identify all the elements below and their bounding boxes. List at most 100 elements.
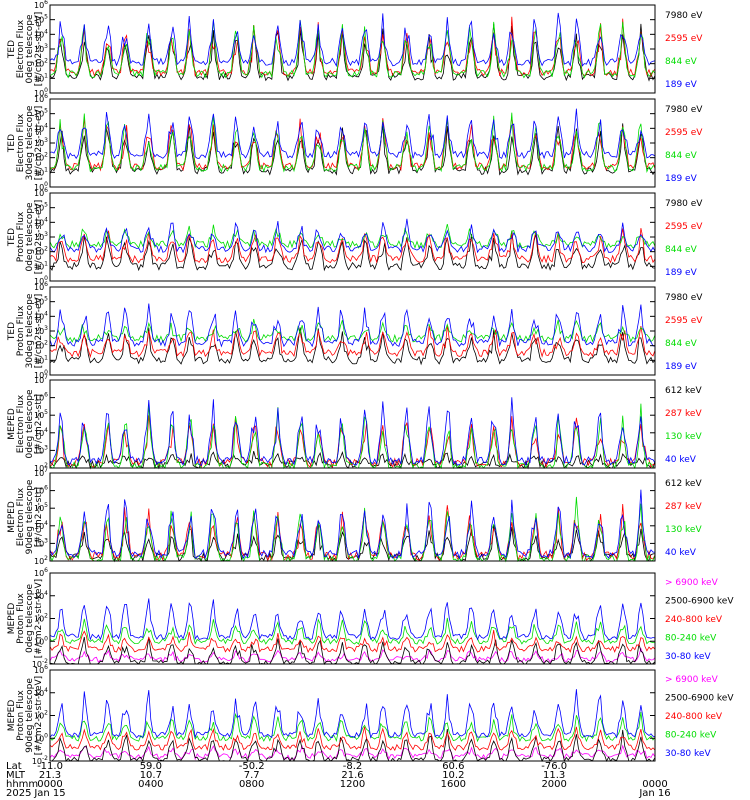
y-tick-label: 103	[34, 43, 48, 54]
y-axis-label-line: 90deg telescope	[25, 678, 35, 753]
y-tick-label: 106	[34, 485, 48, 496]
y-tick-label: 102	[34, 152, 48, 163]
legend-entry: 2595 eV	[665, 34, 703, 44]
x-tick-label: 0400	[138, 779, 163, 790]
y-tick-label: 103	[34, 325, 48, 336]
series-line-8-2	[50, 729, 656, 763]
legend-entry: 30-80 keV	[665, 652, 711, 662]
y-tick-label: 10-2	[32, 658, 48, 669]
legend-entry: 2595 eV	[665, 316, 703, 326]
y-tick-label: 107	[34, 374, 48, 385]
legend-entry: 40 keV	[665, 455, 697, 465]
legend-entry: 189 eV	[665, 362, 698, 372]
series-line-1-4	[49, 12, 656, 68]
y-tick-label: 104	[34, 687, 48, 698]
y-tick-label: 106	[34, 281, 48, 292]
legend-entry: 30-80 keV	[665, 749, 711, 759]
legend-entry: 2595 eV	[665, 222, 703, 232]
series-line-2-3	[49, 112, 656, 173]
panel-5: 102 103 104 105 106 107 MEPED Electron Flux 0deg…	[7, 374, 702, 473]
y-tick-label: 106	[34, 664, 48, 675]
x-tick-label: 0000	[37, 779, 62, 790]
y-tick-label: 103	[34, 444, 48, 455]
y-tick-label: 106	[34, 93, 48, 104]
y-axis-label-line: [#/cm2-s-str-eV]	[34, 106, 44, 181]
legend-entry: 130 keV	[665, 525, 702, 535]
y-tick-label: 105	[34, 14, 48, 25]
panel-4: 100 101 102 103 104 105 106 TED Proton Flux 30deg…	[7, 281, 703, 380]
legend-entry: 7980 eV	[665, 293, 703, 303]
x-tick-label: 1200	[340, 779, 365, 790]
legend-entry: 844 eV	[665, 245, 698, 255]
y-axis-label-line: 30deg telescope	[25, 293, 35, 368]
x-tick-label: Jan 16	[638, 788, 670, 799]
y-tick-label: 100	[34, 181, 48, 192]
x-tick-label: -8.2	[343, 761, 363, 772]
y-tick-label: 104	[34, 28, 48, 39]
y-axis-label-line: Electron Flux	[16, 113, 26, 172]
y-axis-label-line: TED	[7, 134, 17, 153]
series-line-1-2	[49, 16, 656, 78]
y-tick-label: 105	[34, 296, 48, 307]
y-tick-label: 101	[34, 260, 48, 271]
y-axis-label-line: 30deg telescope	[25, 105, 35, 180]
y-tick-label: 105	[34, 108, 48, 119]
legend-entry: 189 eV	[665, 80, 698, 90]
x-tick-label: -76.0	[541, 761, 567, 772]
legend-entry: 287 keV	[665, 502, 702, 512]
legend-entry: 2595 eV	[665, 128, 703, 138]
series-line-6-4	[49, 489, 656, 560]
y-tick-label: 103	[34, 231, 48, 242]
series-line-7-3	[49, 629, 656, 654]
y-axis-label-line: Proton Flux	[16, 593, 26, 644]
series-line-5-3	[49, 403, 655, 470]
legend-entry: 7980 eV	[665, 11, 703, 21]
y-axis-label-line: [#/cm2-s-str-keV]	[34, 676, 44, 755]
x-tick-label: 21.6	[341, 770, 363, 781]
legend-entry: 7980 eV	[665, 199, 703, 209]
series-line-5-2	[49, 415, 656, 469]
y-tick-label: 104	[34, 216, 48, 227]
legend-entry: 189 eV	[665, 174, 698, 184]
y-axis-label-line: [#/cm2-s-str-eV]	[34, 294, 44, 369]
y-axis-label-line: [#/cm2-s-str-keV]	[34, 579, 44, 658]
x-tick-label: 59.0	[140, 761, 162, 772]
series-line-8-4	[49, 712, 656, 743]
y-tick-label: 104	[34, 427, 48, 438]
legend-entry: 40 keV	[665, 548, 697, 558]
panel-frame	[49, 472, 656, 562]
series-line-8-1	[49, 744, 656, 761]
y-tick-label: 102	[34, 613, 48, 624]
y-axis-label-line: MEPED	[7, 501, 17, 533]
x-tick-label: 10.2	[442, 770, 464, 781]
panel-frame	[49, 572, 656, 665]
series-line-6-2	[49, 503, 656, 562]
legend-entry: 130 keV	[665, 432, 702, 442]
y-tick-label: 100	[34, 635, 48, 646]
y-axis-label-line: Electron Flux	[16, 394, 26, 453]
y-tick-label: 102	[34, 246, 48, 257]
y-tick-label: 101	[34, 72, 48, 83]
y-axis-label-line: 90deg telescope	[25, 479, 35, 554]
legend-entry: 612 keV	[665, 386, 702, 396]
x-tick-label: 10.7	[140, 770, 162, 781]
y-tick-label: 102	[34, 340, 48, 351]
legend-entry: > 6900 keV	[665, 675, 719, 685]
x-tick-label: 60.6	[442, 761, 464, 772]
panel-frame	[49, 379, 656, 469]
series-line-8-3	[49, 726, 656, 752]
legend-entry: 612 keV	[665, 479, 702, 489]
y-tick-label: 103	[34, 537, 48, 548]
y-axis-label-line: TED	[7, 40, 17, 59]
series-line-3-2	[49, 228, 656, 264]
y-tick-label: 102	[34, 710, 48, 721]
legend-entry: 287 keV	[665, 409, 702, 419]
panel-frame	[49, 286, 656, 376]
panel-3: 100 101 102 103 104 105 106 TED Proton Flux 0deg …	[7, 187, 703, 286]
y-tick-label: 104	[34, 310, 48, 321]
y-axis-label-line: Electron Flux	[16, 487, 26, 546]
y-tick-label: 102	[34, 555, 48, 566]
panel-6: 102 103 104 105 106 107 MEPED Electron Flux 90de…	[7, 467, 702, 566]
